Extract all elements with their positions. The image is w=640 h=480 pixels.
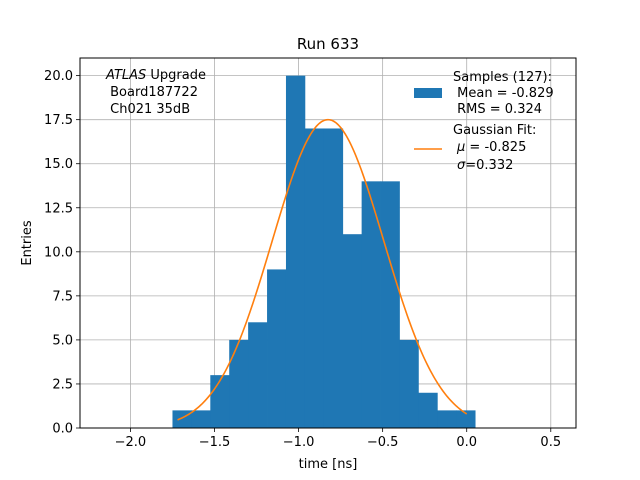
histogram-bar [456, 410, 476, 428]
legend-sigma-symbol: σ [457, 158, 466, 173]
x-axis-label: time [ns] [299, 457, 358, 472]
histogram-bar [380, 181, 400, 428]
y-tick-label: 7.5 [52, 289, 73, 304]
annotation-channel: Ch021 35dB [106, 102, 190, 117]
legend-fit-sigma: σ=0.332 [457, 158, 513, 173]
axis-ticks: −2.0 −1.5 −1.0 −0.5 0.0 0.5 0.0 2.5 5.0 7.5 10.0 12… [44, 69, 561, 450]
legend-samples-mean: Mean = -0.829 [453, 86, 554, 101]
x-tick-label: −0.5 [367, 435, 399, 450]
legend-fit-title: Gaussian Fit: [453, 123, 536, 138]
legend-samples-swatch [414, 88, 442, 98]
histogram-bar [437, 410, 457, 428]
y-tick-label: 15.0 [44, 157, 73, 172]
histogram-bar [191, 410, 211, 428]
histogram-bar [323, 128, 344, 428]
histogram-bar [285, 75, 306, 428]
histogram-bar [304, 128, 325, 428]
gaussian-fit-curve [177, 118, 468, 421]
legend: Samples (127): Mean = -0.829 RMS = 0.324… [414, 70, 554, 173]
histogram-bar [210, 375, 230, 428]
y-tick-label: 5.0 [52, 333, 73, 348]
x-tick-label: 0.5 [540, 435, 561, 450]
annotation-experiment: ATLAS [105, 68, 146, 83]
y-tick-label: 2.5 [52, 377, 73, 392]
annotation-experiment-suffix: Upgrade [146, 68, 206, 83]
annotation-board: Board187722 [106, 85, 198, 100]
annotation-experiment-line: ATLAS Upgrade [105, 68, 206, 83]
x-tick-label: 0.0 [456, 435, 477, 450]
plot-frame [79, 57, 577, 429]
legend-samples-rms: RMS = 0.324 [453, 102, 542, 117]
histogram-bar [342, 234, 363, 428]
histogram-bar [248, 322, 268, 428]
x-tick-label: −1.0 [283, 435, 315, 450]
y-tick-label: 0.0 [52, 422, 73, 437]
annotation-box: ATLAS Upgrade Board187722 Ch021 35dB [105, 68, 206, 117]
y-axis-label: Entries [20, 220, 35, 266]
legend-sigma-value: =0.332 [465, 158, 513, 173]
histogram-bars [172, 75, 476, 428]
legend-mu-symbol: μ [456, 140, 465, 155]
y-tick-label: 12.5 [44, 201, 73, 216]
histogram-bar [267, 269, 287, 428]
y-tick-label: 17.5 [44, 113, 73, 128]
x-tick-label: −1.5 [199, 435, 231, 450]
chart-title: Run 633 [297, 35, 359, 53]
y-tick-label: 10.0 [44, 245, 73, 260]
legend-mu-value: = -0.825 [465, 140, 526, 155]
y-tick-label: 20.0 [44, 69, 73, 84]
histogram-bar [172, 410, 192, 428]
x-tick-label: −2.0 [115, 435, 147, 450]
legend-samples-title: Samples (127): [453, 70, 552, 85]
legend-fit-mu: μ = -0.825 [456, 140, 526, 155]
histogram-bar [229, 339, 249, 428]
histogram-bar [418, 392, 438, 428]
histogram-bar [399, 339, 419, 428]
histogram-bar [361, 181, 381, 428]
